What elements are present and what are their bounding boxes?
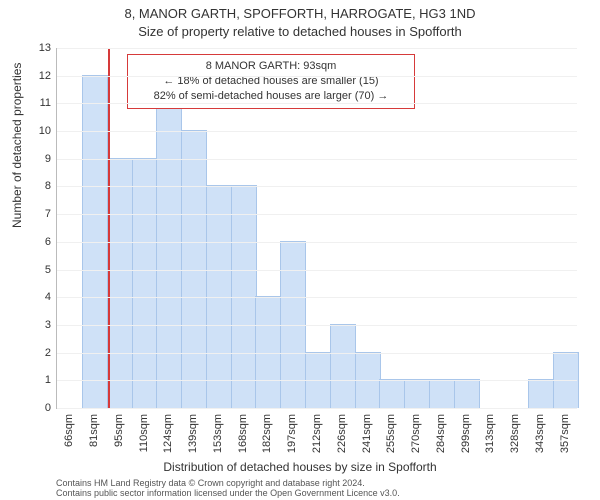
grid-line <box>57 214 577 215</box>
x-tick-label: 343sqm <box>534 414 546 453</box>
x-tick-label: 212sqm <box>311 414 323 453</box>
x-tick-label: 270sqm <box>410 414 422 453</box>
y-axis-label: Number of detached properties <box>10 63 24 228</box>
reference-line <box>108 48 110 408</box>
grid-line <box>57 353 577 354</box>
histogram-bar <box>107 158 133 408</box>
histogram-bar <box>404 379 430 408</box>
attribution: Contains HM Land Registry data © Crown c… <box>56 478 576 499</box>
x-tick-label: 168sqm <box>237 414 249 453</box>
info-box-line-3: 82% of semi-detached houses are larger (… <box>136 89 406 104</box>
y-tick-label: 3 <box>45 319 51 331</box>
x-tick-label: 226sqm <box>336 414 348 453</box>
x-tick-label: 81sqm <box>88 414 100 447</box>
grid-line <box>57 48 577 49</box>
chart-root: 8, MANOR GARTH, SPOFFORTH, HARROGATE, HG… <box>0 0 600 500</box>
attribution-line-2: Contains public sector information licen… <box>56 488 576 498</box>
y-tick-label: 0 <box>45 402 51 414</box>
y-tick-label: 5 <box>45 264 51 276</box>
chart-title-sub: Size of property relative to detached ho… <box>0 24 600 39</box>
x-axis-label: Distribution of detached houses by size … <box>0 460 600 474</box>
histogram-bar <box>528 379 554 408</box>
grid-line <box>57 131 577 132</box>
grid-line <box>57 76 577 77</box>
y-tick-label: 10 <box>39 125 51 137</box>
plot-area: 8 MANOR GARTH: 93sqm ← 18% of detached h… <box>56 48 577 409</box>
x-tick-label: 255sqm <box>385 414 397 453</box>
x-tick-label: 197sqm <box>286 414 298 453</box>
x-tick-label: 66sqm <box>63 414 75 447</box>
grid-line <box>57 242 577 243</box>
y-tick-label: 12 <box>39 70 51 82</box>
y-tick-label: 7 <box>45 208 51 220</box>
y-tick-label: 1 <box>45 374 51 386</box>
y-tick-label: 4 <box>45 291 51 303</box>
grid-line <box>57 297 577 298</box>
grid-line <box>57 380 577 381</box>
y-tick-label: 2 <box>45 347 51 359</box>
grid-line <box>57 325 577 326</box>
x-tick-label: 328sqm <box>509 414 521 453</box>
attribution-line-1: Contains HM Land Registry data © Crown c… <box>56 478 576 488</box>
reference-info-box: 8 MANOR GARTH: 93sqm ← 18% of detached h… <box>127 54 415 109</box>
x-tick-label: 284sqm <box>435 414 447 453</box>
x-tick-label: 182sqm <box>261 414 273 453</box>
histogram-bar <box>429 379 455 408</box>
x-tick-label: 241sqm <box>361 414 373 453</box>
x-tick-label: 139sqm <box>187 414 199 453</box>
y-tick-label: 13 <box>39 42 51 54</box>
grid-line <box>57 103 577 104</box>
info-box-line-1: 8 MANOR GARTH: 93sqm <box>136 59 406 74</box>
y-tick-label: 11 <box>40 97 51 109</box>
chart-title-main: 8, MANOR GARTH, SPOFFORTH, HARROGATE, HG… <box>0 6 600 21</box>
y-tick-label: 8 <box>45 180 51 192</box>
histogram-bar <box>132 158 158 408</box>
x-tick-label: 153sqm <box>212 414 224 453</box>
x-tick-label: 110sqm <box>138 414 150 452</box>
y-tick-label: 9 <box>45 153 51 165</box>
x-tick-label: 124sqm <box>162 414 174 453</box>
grid-line <box>57 408 577 409</box>
grid-line <box>57 159 577 160</box>
y-tick-label: 6 <box>45 236 51 248</box>
histogram-bar <box>379 379 405 408</box>
x-tick-label: 299sqm <box>460 414 472 453</box>
x-tick-label: 357sqm <box>559 414 571 453</box>
histogram-bar <box>156 102 182 408</box>
histogram-bar <box>330 324 356 408</box>
x-tick-label: 95sqm <box>113 414 125 447</box>
grid-line <box>57 186 577 187</box>
histogram-bar <box>454 379 480 408</box>
x-tick-label: 313sqm <box>484 414 496 453</box>
grid-line <box>57 270 577 271</box>
